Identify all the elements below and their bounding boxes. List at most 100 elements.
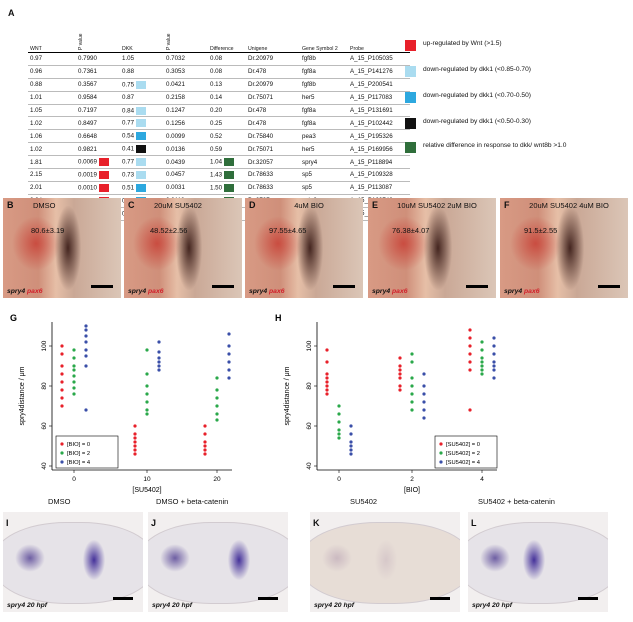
color-swatch <box>136 106 147 115</box>
col-header-probe: Probe <box>348 28 410 53</box>
scale-bar <box>113 597 133 600</box>
cell-gene-symbol: fgf8b <box>300 78 348 91</box>
data-point <box>349 444 353 448</box>
cell-wnt: 0.88 <box>28 78 76 91</box>
treatment-label: 10uM SU5402 2uM BIO <box>397 201 477 210</box>
cell-wnt-text: 1.05 <box>30 107 43 114</box>
cell-gene-symbol-text: her5 <box>302 94 315 102</box>
table-header-row: WNT P value DKK P value Difference Unige… <box>28 28 410 53</box>
cell-pvalue-dkk: 0.0457 <box>164 169 208 182</box>
cell-wnt-text: 0.88 <box>30 81 43 89</box>
spry4-stain <box>296 206 323 290</box>
cell-probe-text: A_15_P169956 <box>350 145 393 153</box>
scale-bar <box>430 597 450 600</box>
cell-dkk-text: 0.54 <box>122 132 135 140</box>
cell-pvalue-wnt-text: 0.0010 <box>78 184 97 192</box>
data-point <box>325 392 329 396</box>
cell-dkk: 0.87 <box>120 91 164 104</box>
data-point <box>398 384 402 388</box>
data-point <box>227 352 231 356</box>
col-header-gene-symbol: Gene Symbol 2 <box>300 28 348 53</box>
distance-value: 80.6±3.19 <box>31 226 65 235</box>
data-point <box>72 356 76 360</box>
data-point <box>60 352 64 356</box>
embryo-image: 4uM BIO 97.55±4.65 spry4 pax6 <box>245 198 363 298</box>
x-tick-label: 4 <box>480 476 484 483</box>
data-point <box>72 374 76 378</box>
col-header-p2: P value <box>164 28 208 53</box>
y-tick-label: 40 <box>41 462 48 470</box>
data-point <box>145 408 149 412</box>
color-swatch <box>136 119 147 128</box>
col-header-wnt: WNT <box>28 28 76 53</box>
legend-marker <box>439 451 443 455</box>
gene-pax6: pax6 <box>524 288 540 295</box>
legend-marker <box>439 442 443 446</box>
x-tick-label: 20 <box>213 476 221 483</box>
spry4-anterior-stain <box>480 544 510 572</box>
pax6-stain <box>12 216 60 271</box>
cell-probe: A_15_P141276 <box>348 65 410 78</box>
treatment-label: 20uM SU5402 <box>154 201 202 210</box>
cell-wnt-text: 1.02 <box>30 119 43 127</box>
data-point <box>325 384 329 388</box>
cell-pvalue-dkk: 0.0099 <box>164 130 208 143</box>
data-point <box>72 380 76 384</box>
x-tick-label: 10 <box>143 476 151 483</box>
cell-probe-text: A_15_P105035 <box>350 55 393 63</box>
data-point <box>60 364 64 368</box>
cell-unigene-text: Dr.478 <box>248 119 267 127</box>
data-point <box>157 340 161 344</box>
embryo-image: 20uM SU5402 4uM BIO 91.5±2.55 spry4 pax6 <box>500 198 628 298</box>
cell-pvalue-dkk: 0.3053 <box>164 65 208 78</box>
data-point <box>60 404 64 408</box>
cell-dkk-text: 0.73 <box>122 171 135 179</box>
pax6-stain <box>133 216 181 271</box>
gene-spry4: spry4 <box>128 288 147 295</box>
embryo-body <box>310 522 460 604</box>
cell-unigene: Dr.478 <box>246 65 300 78</box>
treatment-label: DMSO <box>48 497 71 506</box>
data-point <box>349 432 353 436</box>
cell-probe: A_15_P105035 <box>348 53 410 66</box>
cell-dkk-text: 0.77 <box>122 120 135 128</box>
data-point <box>133 444 137 448</box>
cell-difference: 1.04 <box>208 156 246 169</box>
data-point <box>157 356 161 360</box>
cell-difference: 0.20 <box>208 104 246 117</box>
cell-pvalue-dkk-text: 0.0099 <box>166 132 185 140</box>
color-swatch <box>224 170 235 179</box>
gene-caption: spry4 20 hpf <box>472 602 513 609</box>
cell-pvalue-dkk-text: 0.0136 <box>166 145 185 153</box>
cell-unigene: Dr.20979 <box>246 78 300 91</box>
color-swatch <box>136 145 147 154</box>
data-point <box>410 360 414 364</box>
embryo-image: 10uM SU5402 2uM BIO 76.38±4.07 spry4 pax… <box>368 198 496 298</box>
cell-probe-text: A_15_P109328 <box>350 171 393 179</box>
cell-wnt-text: 2.15 <box>30 171 43 179</box>
cell-pvalue-wnt: 0.9584 <box>76 91 120 104</box>
pax6-stain <box>254 216 302 271</box>
cell-gene-symbol-text: fgf8b <box>302 55 316 63</box>
treatment-label: DMSO + beta-catenin <box>156 497 229 506</box>
data-point <box>468 360 472 364</box>
gene-pax6: pax6 <box>392 288 408 295</box>
data-point <box>410 376 414 380</box>
cell-pvalue-dkk-text: 0.2158 <box>166 94 185 102</box>
legend-marker <box>439 460 443 464</box>
legend-swatch <box>405 92 416 103</box>
color-swatch <box>136 132 147 141</box>
data-point <box>349 452 353 456</box>
embryo-image: spry4 20 hpf <box>148 512 288 612</box>
data-point <box>410 352 414 356</box>
data-point <box>422 372 426 376</box>
spry4-mhb-stain <box>523 540 545 580</box>
cell-unigene-text: Dr.75071 <box>248 94 274 102</box>
cell-probe-text: A_15_P117083 <box>350 94 393 102</box>
scale-bar <box>598 285 620 288</box>
cell-pvalue-dkk: 0.0136 <box>164 143 208 156</box>
cell-pvalue-wnt: 0.7990 <box>76 53 120 66</box>
cell-gene-symbol-text: fgf8a <box>302 68 316 76</box>
data-point <box>203 432 207 436</box>
color-swatch <box>136 158 147 167</box>
